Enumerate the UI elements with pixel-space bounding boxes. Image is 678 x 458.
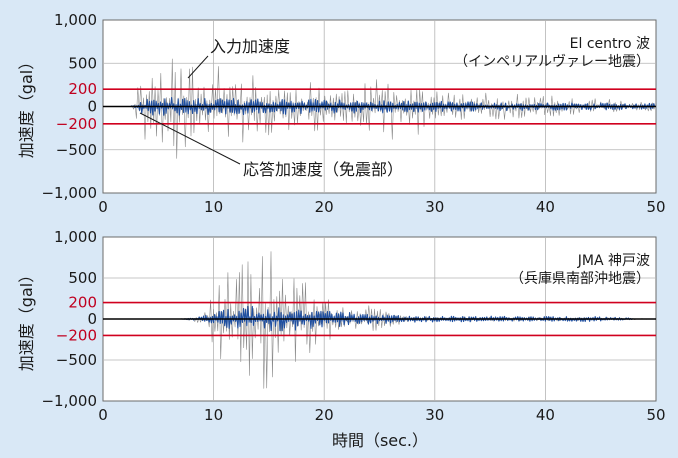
y-tick-label: −500 <box>56 351 97 369</box>
y-tick-label: −500 <box>56 141 97 159</box>
x-tick-label: 20 <box>315 406 334 424</box>
input-annotation-label: 入力加速度 <box>210 37 290 56</box>
y-axis-label: 加速度（gal） <box>17 267 36 371</box>
x-tick-label: 10 <box>204 198 223 216</box>
panel-el-centro: 0 10 20 30 40 50 1,000 500 0 −500 −1,000 200 −200 加速… <box>17 11 666 216</box>
response-annotation-label: 応答加速度（免震部） <box>243 160 403 179</box>
y-tick-label: 1,000 <box>54 228 97 246</box>
reference-lines <box>103 301 656 337</box>
axis-ticks: 0 10 20 30 40 50 1,000 500 0 −500 −1,000 200 −200 <box>41 11 665 216</box>
wave-subtitle-label: （兵庫県南部沖地震） <box>510 270 650 287</box>
y-tick-label: 500 <box>68 54 97 72</box>
y-reference-tick-label: 200 <box>68 80 97 98</box>
y-axis-label: 加速度（gal） <box>17 54 36 158</box>
x-axis-label: 時間（sec.） <box>332 431 428 450</box>
x-tick-label: 0 <box>98 198 108 216</box>
y-reference-tick-label: −200 <box>56 326 97 344</box>
response-annotation-leader <box>139 112 241 165</box>
grid-lines <box>103 20 656 193</box>
x-tick-label: 40 <box>536 406 555 424</box>
y-tick-label: −1,000 <box>41 392 97 410</box>
y-tick-label: 1,000 <box>54 11 97 29</box>
input-annotation-leader <box>187 55 209 79</box>
x-tick-label: 30 <box>425 406 444 424</box>
y-tick-label: 0 <box>87 98 97 116</box>
y-reference-tick-label: 200 <box>68 294 97 312</box>
reference-lines <box>103 88 656 125</box>
wave-subtitle-label: （インペリアルヴァレー地震） <box>454 53 650 70</box>
x-tick-label: 50 <box>646 406 665 424</box>
x-tick-label: 40 <box>536 198 555 216</box>
wave-name-label: El centro 波 <box>570 36 650 52</box>
panel-jma-kobe: 0 10 20 30 40 50 1,000 500 0 −500 −1,000 200 −200 加速… <box>17 228 666 450</box>
y-tick-label: 0 <box>87 310 97 328</box>
response-acceleration-line <box>130 97 656 116</box>
x-tick-label: 50 <box>646 198 665 216</box>
y-tick-label: −1,000 <box>41 184 97 202</box>
y-tick-label: 500 <box>68 269 97 287</box>
input-acceleration-line <box>130 58 656 159</box>
y-reference-tick-label: −200 <box>56 115 97 133</box>
input-acceleration-series <box>130 58 656 159</box>
wave-name-label: JMA 神戸波 <box>577 253 650 269</box>
x-tick-label: 0 <box>98 406 108 424</box>
response-acceleration-series <box>130 97 656 116</box>
axis-ticks: 0 10 20 30 40 50 1,000 500 0 −500 −1,000 200 −200 <box>41 228 665 424</box>
x-tick-label: 10 <box>204 406 223 424</box>
x-tick-label: 20 <box>315 198 334 216</box>
x-tick-label: 30 <box>425 198 444 216</box>
